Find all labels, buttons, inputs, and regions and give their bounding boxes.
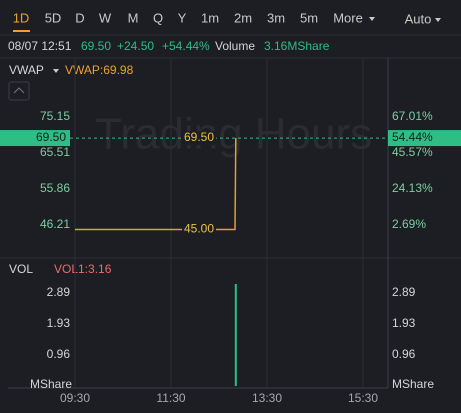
price-label-bg: [182, 131, 216, 146]
volume-label: Volume: [215, 39, 255, 53]
more-button[interactable]: More: [333, 10, 363, 25]
y-tick-label: 55.86: [40, 181, 70, 195]
y-tick-label: 0.96: [47, 347, 71, 361]
interval-button[interactable]: 3m: [267, 10, 285, 25]
dropdown-arrow: [435, 18, 441, 22]
last-change-box: [388, 130, 461, 147]
vwap-line: [75, 138, 237, 231]
interval-button[interactable]: 2m: [234, 10, 252, 25]
quote-change-pct: +54.44%: [162, 39, 210, 53]
interval-button[interactable]: 1m: [201, 10, 219, 25]
x-tick-label: 15:30: [348, 391, 378, 405]
dropdown-arrow: [53, 69, 59, 73]
y-tick-label: 46.21: [40, 217, 70, 231]
interval-button[interactable]: 1D: [13, 10, 30, 25]
mode-button[interactable]: Auto: [405, 11, 432, 26]
x-tick-label: 11:30: [156, 391, 185, 405]
interval-button[interactable]: W: [99, 10, 112, 25]
y-unit: MShare: [30, 377, 72, 391]
x-tick-label: 09:30: [60, 391, 90, 405]
interval-button[interactable]: 5D: [45, 10, 62, 25]
y-tick-label-right: 0.96: [392, 347, 416, 361]
indicator-value: VOL1:3.16: [54, 262, 112, 276]
y-tick-label: 75.15: [40, 109, 70, 123]
x-tick-label: 13:30: [252, 391, 282, 405]
interval-button[interactable]: M: [128, 10, 139, 25]
quote-change: +24.50: [117, 39, 154, 53]
quote-time: 08/07 12:51: [8, 39, 72, 53]
y-tick-label: 2.89: [47, 285, 71, 299]
interval-button[interactable]: 5m: [300, 10, 318, 25]
price-label: 45.00: [184, 222, 214, 236]
last-price-box: [0, 130, 70, 147]
quote-price: 69.50: [81, 39, 111, 53]
y2-tick-label: 2.69%: [392, 217, 426, 231]
volume-value: 3.16MShare: [264, 39, 330, 53]
y-unit-right: MShare: [392, 377, 434, 391]
watermark: Trading Hours: [95, 110, 372, 159]
last-price-label: 69.50: [36, 130, 66, 144]
chevron-icon: [13, 87, 25, 94]
y-tick-label-right: 1.93: [392, 316, 416, 330]
y2-tick-label: 67.01%: [392, 109, 433, 123]
y2-tick-label: 45.57%: [392, 145, 433, 159]
active-underline: [13, 30, 30, 32]
y2-tick-label: 24.13%: [392, 181, 433, 195]
collapse-button[interactable]: [8, 81, 30, 101]
y-tick-label: 65.51: [40, 145, 70, 159]
interval-button[interactable]: D: [75, 10, 84, 25]
interval-button[interactable]: Y: [178, 10, 187, 25]
dropdown-arrow: [369, 17, 375, 21]
indicator-name[interactable]: VOL: [9, 262, 33, 276]
price-label: 69.50: [184, 130, 214, 144]
indicator-name[interactable]: VWAP: [9, 63, 44, 77]
interval-button[interactable]: Q: [153, 10, 163, 25]
y-tick-label: 1.93: [47, 316, 71, 330]
y-tick-label-right: 2.89: [392, 285, 416, 299]
price-label-bg: [182, 222, 216, 237]
indicator-value: VWAP:69.98: [65, 63, 134, 77]
last-change-label: 54.44%: [392, 130, 433, 144]
volume-bar: [234, 284, 237, 386]
